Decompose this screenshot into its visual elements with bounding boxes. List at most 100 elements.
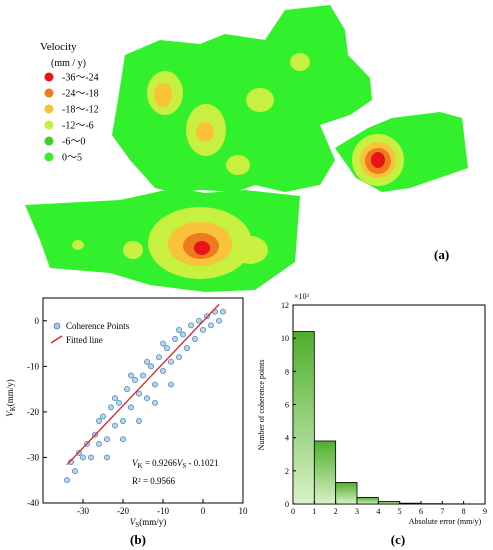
x-tick-label: 4	[376, 507, 380, 516]
scatter-point	[168, 381, 174, 388]
scatter-point	[216, 317, 222, 324]
legend-label-line: Fitted line	[66, 335, 103, 345]
legend-marker-line	[50, 335, 63, 344]
scatter-point	[180, 331, 186, 338]
scatter-point	[104, 436, 110, 443]
fitted-line	[66, 303, 220, 466]
scatter-point	[160, 367, 166, 374]
scatter-point	[156, 354, 162, 361]
map-anomalies	[72, 53, 404, 279]
scatter-point	[132, 377, 138, 383]
scatter-point	[64, 477, 70, 484]
scatter-point	[96, 440, 102, 447]
scatter-point	[140, 372, 146, 379]
scatter-xlabel: VS(mm/y)	[130, 517, 166, 529]
y-tick-label: -10	[27, 361, 39, 371]
y-tick-label: 12	[281, 301, 289, 310]
histogram-bar	[356, 496, 379, 505]
scatter-point	[192, 336, 198, 342]
x-tick-label: 8	[462, 507, 466, 516]
scatter-point	[196, 317, 202, 324]
scatter-point	[188, 322, 194, 329]
x-tick-label: -10	[157, 506, 169, 516]
y-tick-label: 0	[285, 500, 289, 509]
histogram-bar	[335, 482, 358, 505]
scatter-point	[148, 363, 154, 370]
x-tick-label: 6	[419, 507, 423, 516]
scatter-point	[68, 459, 74, 465]
legend-label: -18〜-12	[62, 105, 99, 116]
x-tick-label: -30	[77, 506, 89, 516]
x-tick-label: 5	[398, 507, 402, 516]
scatter-point	[208, 322, 214, 329]
panel-c-label: (c)	[391, 532, 405, 547]
scatter-point	[136, 390, 142, 397]
x-tick-label: 3	[355, 507, 359, 516]
scatter-legend: Coherence Points Fitted line	[50, 321, 130, 345]
scatter-point	[144, 358, 150, 365]
r-squared: R² = 0.9566	[132, 476, 176, 486]
scatter-point	[168, 358, 174, 365]
scatter-point	[104, 454, 110, 461]
scatter-point	[116, 399, 122, 406]
velocity-legend: -36〜-24 -24〜-18 -18〜-12 -12〜-6 -6〜0 0〜5	[44, 72, 99, 164]
y-tick-label: -40	[27, 498, 39, 508]
histogram-bar	[292, 331, 315, 505]
histogram-bar	[377, 501, 401, 505]
legend-label: -12〜-6	[62, 121, 94, 132]
legend-label-points: Coherence Points	[66, 321, 130, 331]
legend-label: -36〜-24	[62, 73, 99, 84]
scatter-point	[128, 372, 134, 379]
scatter-point	[164, 345, 170, 352]
x-tick-label: 9	[483, 507, 487, 516]
scatter-point	[200, 326, 206, 333]
y-tick-label: 4	[285, 434, 289, 443]
x-tick-label: 10	[239, 506, 249, 516]
x-tick-label: 0	[201, 506, 206, 516]
scatter-plot: -30 -20 -10 0 10 -40 -30 -20 -10 0 Coherence Poin…	[5, 297, 248, 547]
histogram-bars	[292, 331, 465, 505]
scatter-point	[160, 340, 166, 347]
legend-marker-points	[53, 322, 61, 330]
scatter-point	[100, 413, 106, 420]
legend-swatch	[44, 136, 54, 146]
legend-label: -6〜0	[62, 137, 85, 148]
panel-b-label: (b)	[130, 532, 146, 547]
scatter-point	[112, 395, 118, 402]
histogram-ylabel: Number of coherence points	[257, 360, 266, 451]
scatter-ticks: -30 -20 -10 0 10 -40 -30 -20 -10 0	[27, 316, 248, 516]
scatter-point	[72, 468, 78, 475]
scatter-fitted-line	[66, 303, 220, 466]
histogram-bar	[313, 440, 337, 505]
x-tick-label: 2	[334, 507, 338, 516]
histogram-bar	[399, 502, 422, 505]
fit-equation: VK = 0.9266VS - 0.1021	[132, 458, 219, 470]
scatter-point	[124, 386, 130, 393]
x-tick-label: 7	[440, 507, 444, 516]
scatter-frame	[42, 297, 244, 504]
scatter-point	[176, 326, 182, 333]
legend-swatch	[44, 152, 54, 162]
histogram-xlabel: Absolute error (mm/y)	[409, 517, 482, 526]
scatter-point	[136, 418, 142, 424]
y-tick-label: -20	[27, 407, 39, 417]
scatter-point	[172, 336, 178, 342]
y-tick-label: 8	[285, 367, 289, 376]
x-tick-label: 1	[312, 507, 316, 516]
legend-label: 0〜5	[62, 153, 82, 164]
velocity-map: Velocity (mm / y) -36〜-24-24〜-18-18〜-12-…	[25, 5, 468, 292]
x-tick-label: -20	[117, 506, 129, 516]
scatter-point	[144, 395, 150, 402]
scatter-point	[108, 404, 114, 411]
map-region-north	[112, 5, 372, 193]
scatter-point	[184, 345, 190, 352]
scatter-point	[152, 399, 158, 406]
scatter-point	[120, 418, 126, 424]
y-tick-label: 10	[281, 334, 289, 343]
scatter-point	[96, 418, 102, 424]
scatter-point	[128, 404, 134, 411]
scatter-point	[152, 381, 158, 388]
